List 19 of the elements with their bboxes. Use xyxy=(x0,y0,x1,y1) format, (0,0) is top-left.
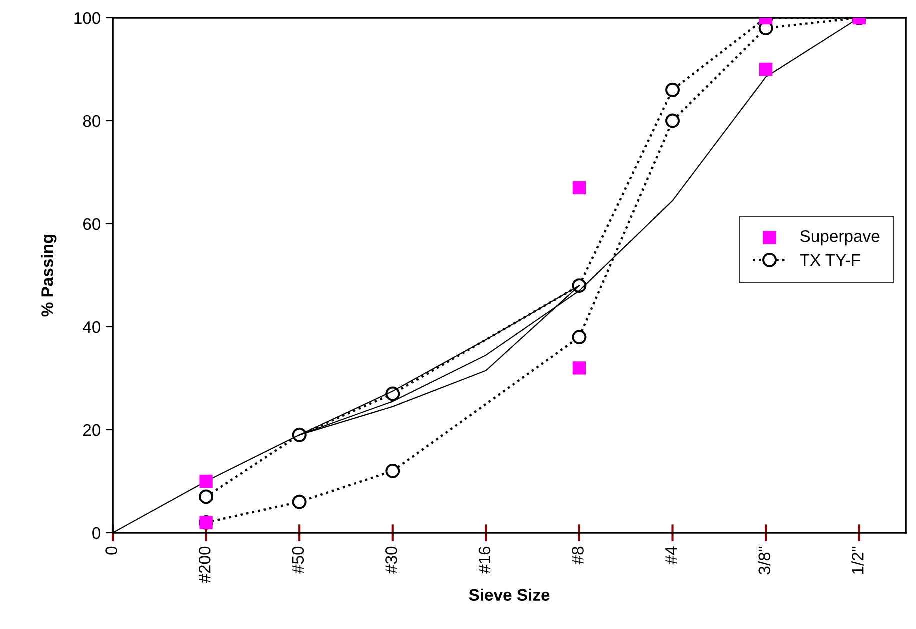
x-axis-title: Sieve Size xyxy=(469,588,550,602)
x-tick-label: #16 xyxy=(478,546,491,574)
x-tick-label: #50 xyxy=(292,546,304,574)
y-tick-label: 0 xyxy=(92,527,101,540)
x-tick-label: 0 xyxy=(106,546,118,555)
y-tick-label: 60 xyxy=(84,218,101,230)
y-tick-label: 100 xyxy=(74,12,101,24)
y-tick-label: 80 xyxy=(83,115,101,128)
x-tick-label: 1/2" xyxy=(852,546,864,574)
x-tick-label: 3/8" xyxy=(758,546,771,575)
legend-label: TX TY-F xyxy=(800,254,860,266)
legend-label: Superpave xyxy=(800,230,880,246)
x-tick-label: #200 xyxy=(198,546,211,584)
x-tick-label: #30 xyxy=(386,546,398,574)
x-tick-label: #4 xyxy=(666,546,678,565)
y-tick-label: 20 xyxy=(83,424,101,436)
y-tick-label: 40 xyxy=(83,321,101,334)
y-axis-title: % Passing xyxy=(41,234,57,317)
x-tick-label: #8 xyxy=(572,546,584,565)
